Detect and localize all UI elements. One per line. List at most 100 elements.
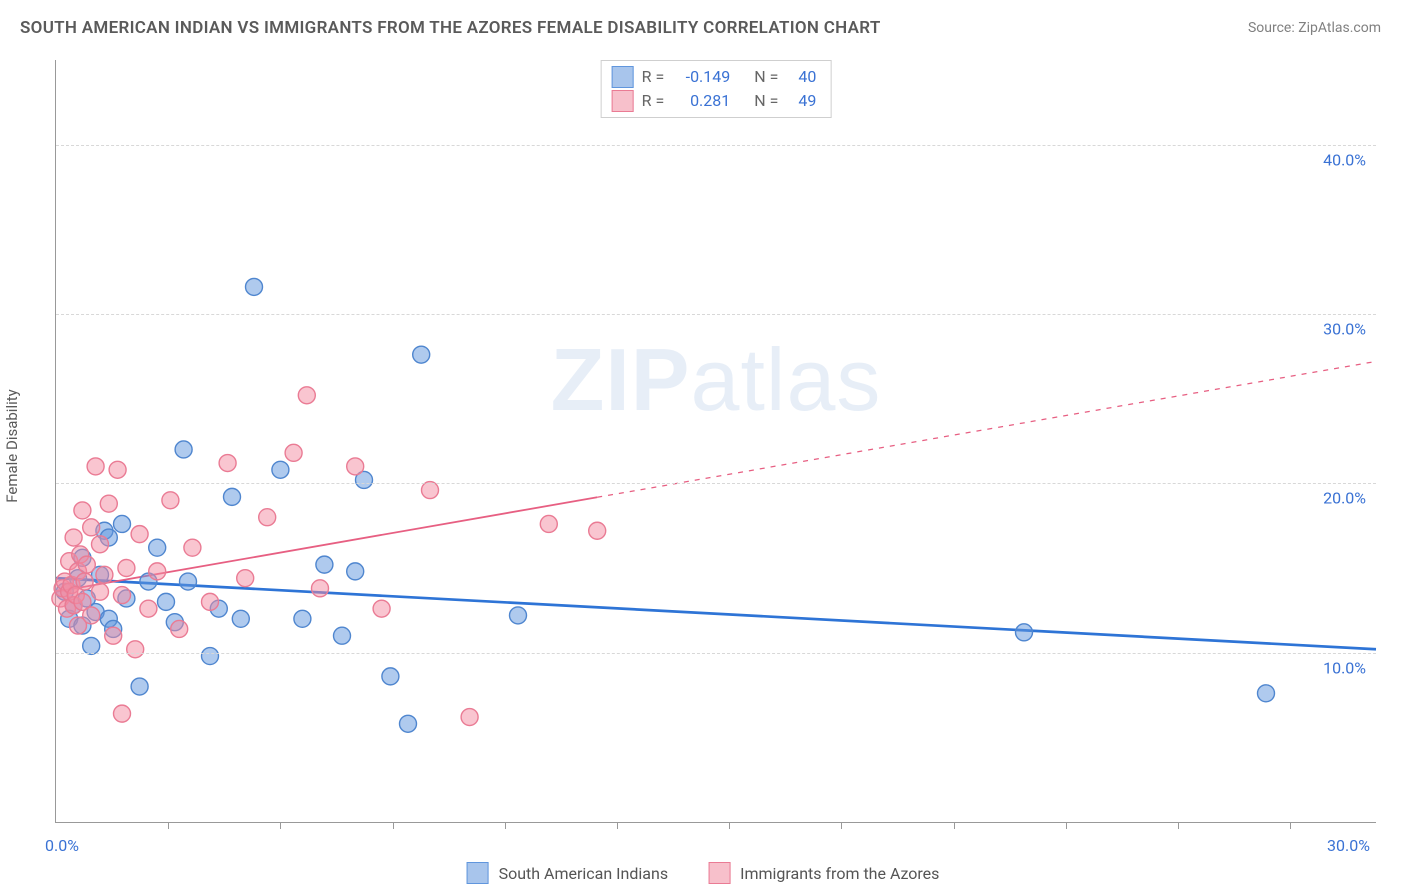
data-point-pink (96, 566, 113, 583)
data-point-blue (294, 610, 311, 627)
gridline (56, 314, 1376, 315)
data-point-blue (175, 441, 192, 458)
n-value-blue: 40 (786, 65, 816, 89)
data-point-pink (171, 620, 188, 637)
data-point-pink (540, 515, 557, 532)
data-point-pink (259, 509, 276, 526)
x-tick (505, 822, 506, 829)
data-point-blue (246, 278, 263, 295)
data-point-pink (65, 529, 82, 546)
data-point-blue (272, 461, 289, 478)
n-label: N = (754, 65, 778, 89)
n-value-pink: 49 (786, 89, 816, 113)
x-tick-label: 30.0% (1327, 836, 1370, 855)
data-point-pink (114, 705, 131, 722)
data-point-pink (373, 600, 390, 617)
swatch-pink-icon (708, 862, 730, 884)
data-point-blue (347, 563, 364, 580)
data-point-pink (131, 526, 148, 543)
x-tick (729, 822, 730, 829)
data-point-pink (74, 502, 91, 519)
data-point-blue (224, 488, 241, 505)
x-tick (617, 822, 618, 829)
data-point-pink (461, 709, 478, 726)
x-tick (841, 822, 842, 829)
r-value-blue: -0.149 (672, 65, 730, 89)
legend-label-pink: Immigrants from the Azores (740, 864, 939, 883)
data-point-blue (149, 539, 166, 556)
data-point-pink (184, 539, 201, 556)
y-tick-label: 40.0% (1323, 150, 1366, 169)
y-tick-label: 30.0% (1323, 320, 1366, 339)
data-point-blue (158, 593, 175, 610)
gridline (56, 483, 1376, 484)
data-point-pink (347, 458, 364, 475)
data-point-pink (78, 556, 95, 573)
data-point-pink (118, 560, 135, 577)
x-tick (1290, 822, 1291, 829)
data-point-pink (92, 583, 109, 600)
x-tick (1178, 822, 1179, 829)
data-point-pink (237, 570, 254, 587)
data-point-pink (162, 492, 179, 509)
y-tick-label: 20.0% (1323, 489, 1366, 508)
y-tick-label: 10.0% (1323, 658, 1366, 677)
y-axis-label: Female Disability (3, 389, 21, 503)
data-point-pink (589, 522, 606, 539)
legend-stats-row-pink: R = 0.281 N = 49 (612, 89, 817, 113)
trend-line-pink-dashed (597, 361, 1376, 497)
data-point-pink (76, 573, 93, 590)
data-point-pink (219, 455, 236, 472)
x-tick (393, 822, 394, 829)
data-point-pink (285, 444, 302, 461)
r-label: R = (642, 89, 665, 113)
legend-stats: R = -0.149 N = 40 R = 0.281 N = 49 (601, 60, 832, 118)
gridline (56, 145, 1376, 146)
swatch-pink-icon (612, 90, 634, 112)
x-tick (168, 822, 169, 829)
data-point-blue (114, 515, 131, 532)
data-point-pink (87, 458, 104, 475)
chart-title: SOUTH AMERICAN INDIAN VS IMMIGRANTS FROM… (20, 18, 881, 38)
x-tick (954, 822, 955, 829)
data-point-pink (83, 519, 100, 536)
data-point-pink (149, 563, 166, 580)
gridline (56, 653, 1376, 654)
data-point-pink (298, 387, 315, 404)
n-label: N = (754, 89, 778, 113)
data-point-pink (140, 600, 157, 617)
data-point-blue (180, 573, 197, 590)
data-point-pink (312, 580, 329, 597)
x-tick (1066, 822, 1067, 829)
data-point-blue (202, 648, 219, 665)
swatch-blue-icon (467, 862, 489, 884)
data-point-blue (382, 668, 399, 685)
data-point-blue (131, 678, 148, 695)
data-point-pink (127, 641, 144, 658)
data-point-blue (400, 715, 417, 732)
source-attribution: Source: ZipAtlas.com (1248, 20, 1381, 36)
data-point-pink (83, 607, 100, 624)
data-point-pink (105, 627, 122, 644)
data-point-pink (100, 495, 117, 512)
r-value-pink: 0.281 (672, 89, 730, 113)
data-point-blue (232, 610, 249, 627)
data-point-blue (510, 607, 527, 624)
data-point-blue (334, 627, 351, 644)
legend-series: South American Indians Immigrants from t… (467, 862, 940, 884)
data-point-pink (92, 536, 109, 553)
data-point-pink (202, 593, 219, 610)
legend-item-blue: South American Indians (467, 862, 669, 884)
data-point-blue (413, 346, 430, 363)
scatter-svg (56, 60, 1376, 822)
legend-item-pink: Immigrants from the Azores (708, 862, 939, 884)
data-point-pink (114, 587, 131, 604)
swatch-blue-icon (612, 66, 634, 88)
data-point-blue (316, 556, 333, 573)
r-label: R = (642, 65, 665, 89)
data-point-blue (1258, 685, 1275, 702)
plot-area: ZIPatlas R = -0.149 N = 40 R = 0.281 N =… (55, 60, 1376, 823)
data-point-pink (109, 461, 126, 478)
trend-line-pink (56, 497, 597, 591)
data-point-blue (1016, 624, 1033, 641)
